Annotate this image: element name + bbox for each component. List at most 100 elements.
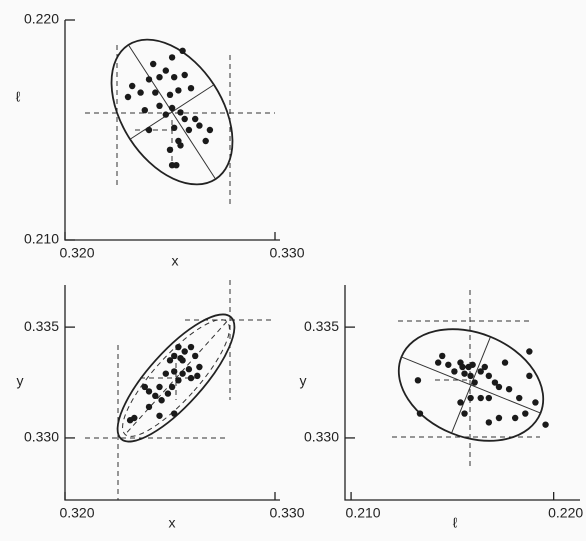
- point: [416, 410, 424, 417]
- point: [145, 126, 153, 134]
- y-tick-label: 0.330: [304, 429, 339, 445]
- point: [168, 104, 176, 112]
- point: [150, 60, 157, 68]
- point: [171, 368, 178, 375]
- point: [141, 107, 148, 114]
- x-tick-label: 0.330: [269, 505, 304, 521]
- point: [179, 47, 186, 54]
- point: [171, 124, 178, 131]
- y-tick-label: 0.220: [24, 11, 59, 27]
- point: [171, 352, 178, 360]
- y-axis-label: y: [300, 373, 307, 389]
- point: [495, 414, 503, 422]
- point: [522, 410, 529, 417]
- point: [171, 74, 178, 81]
- point: [177, 109, 184, 116]
- point: [206, 126, 214, 134]
- point: [477, 368, 484, 375]
- y-axis-label: ℓ: [16, 89, 21, 105]
- point: [542, 421, 549, 428]
- point: [196, 363, 203, 371]
- guides-3: [392, 290, 545, 470]
- point: [461, 370, 468, 377]
- point: [168, 383, 176, 391]
- point: [181, 115, 188, 123]
- point: [505, 385, 513, 393]
- point: [131, 414, 138, 422]
- y-tick-label: 0.335: [304, 318, 339, 334]
- point: [491, 379, 499, 386]
- point: [168, 54, 176, 61]
- axis: [64, 285, 280, 501]
- point: [164, 390, 172, 397]
- point: [166, 91, 174, 99]
- point: [526, 348, 533, 355]
- point: [451, 368, 458, 375]
- point: [526, 372, 533, 380]
- point: [477, 394, 484, 402]
- point: [469, 361, 476, 368]
- y-tick-label: 0.210: [24, 231, 59, 247]
- point: [145, 403, 153, 411]
- point: [181, 71, 188, 79]
- point: [187, 343, 195, 351]
- point: [179, 370, 186, 377]
- point: [501, 359, 509, 366]
- point: [485, 419, 493, 426]
- y-tick-label: 0.330: [24, 429, 59, 445]
- point: [532, 399, 539, 406]
- point: [192, 115, 199, 123]
- point: [461, 410, 468, 417]
- point: [467, 394, 474, 402]
- point: [156, 74, 163, 81]
- point: [173, 162, 180, 169]
- x-tick-label: 0.210: [346, 505, 381, 521]
- point: [152, 89, 159, 96]
- point: [171, 410, 178, 417]
- point: [185, 366, 193, 373]
- point: [457, 399, 464, 406]
- point: [156, 383, 163, 391]
- point: [145, 388, 153, 395]
- y-tick-label: 0.335: [24, 318, 59, 334]
- point: [194, 372, 201, 380]
- point: [175, 377, 182, 384]
- point: [485, 372, 493, 380]
- point: [187, 374, 195, 382]
- point: [467, 372, 474, 380]
- point: [414, 377, 422, 384]
- point: [162, 67, 169, 74]
- point: [177, 142, 184, 149]
- point: [481, 363, 488, 371]
- point: [145, 76, 153, 83]
- guides-2: [85, 280, 272, 500]
- x-tick-label: 0.320: [59, 245, 94, 261]
- point: [124, 93, 132, 101]
- point: [202, 137, 209, 145]
- point: [445, 361, 452, 368]
- point: [162, 370, 169, 377]
- point: [434, 359, 442, 366]
- x-axis-label: x: [172, 253, 179, 269]
- point: [187, 85, 195, 92]
- point: [152, 392, 159, 400]
- point: [181, 348, 188, 355]
- point: [185, 126, 193, 134]
- point: [196, 122, 203, 129]
- x-axis-label: x: [169, 515, 176, 531]
- point: [192, 352, 199, 360]
- point: [137, 89, 144, 96]
- point: [511, 414, 519, 422]
- point: [175, 343, 182, 351]
- point: [175, 87, 182, 94]
- point: [471, 379, 478, 386]
- x-tick-label: 0.330: [269, 245, 304, 261]
- point: [156, 102, 163, 110]
- point: [495, 383, 503, 391]
- point: [166, 146, 174, 153]
- point: [129, 82, 136, 90]
- point: [162, 111, 169, 118]
- point: [439, 352, 446, 360]
- point: [459, 363, 466, 371]
